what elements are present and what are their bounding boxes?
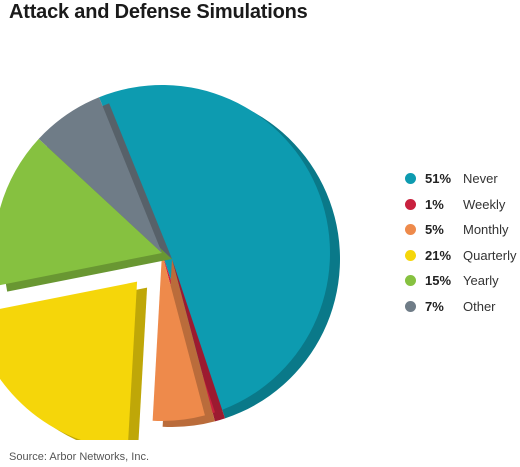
legend: 51% Never 1% Weekly 5% Monthly 21% Quart… [405, 166, 516, 319]
legend-item-other: 7% Other [405, 294, 516, 320]
pie-slice-never [99, 85, 330, 413]
legend-swatch-yearly [405, 275, 416, 287]
legend-item-monthly: 5% Monthly [405, 217, 516, 243]
legend-swatch-monthly [405, 224, 416, 236]
legend-label-monthly: Monthly [463, 222, 509, 238]
legend-percent-never: 51% [425, 171, 452, 187]
legend-swatch-weekly [405, 198, 416, 210]
pie-slice-yearly [0, 138, 162, 286]
legend-label-weekly: Weekly [463, 196, 506, 212]
chart-title: Attack and Defense Simulations [9, 1, 308, 23]
pie-chart [0, 85, 341, 440]
pie-slice-monthly [152, 253, 205, 421]
legend-item-quarterly: 21% Quarterly [405, 243, 516, 269]
legend-swatch-never [405, 173, 416, 185]
legend-percent-other: 7% [425, 298, 444, 314]
pie-slice-depth-weekly [172, 259, 226, 422]
legend-item-never: 51% Never [405, 166, 516, 192]
legend-percent-yearly: 15% [425, 273, 452, 289]
pie-slice-other [38, 97, 162, 253]
pie-slice-quarterly [0, 281, 138, 440]
legend-label-yearly: Yearly [463, 273, 499, 289]
legend-item-yearly: 15% Yearly [405, 268, 516, 294]
source-note: Source: Arbor Networks, Inc. [9, 451, 149, 463]
legend-swatch-other [405, 300, 416, 312]
legend-item-weekly: 1% Weekly [405, 192, 516, 218]
legend-percent-monthly: 5% [425, 222, 444, 238]
legend-label-never: Never [463, 171, 498, 187]
legend-label-other: Other [463, 298, 496, 314]
legend-swatch-quarterly [405, 249, 416, 261]
legend-label-quarterly: Quarterly [463, 247, 517, 263]
legend-percent-quarterly: 21% [425, 247, 452, 263]
legend-percent-weekly: 1% [425, 196, 444, 212]
